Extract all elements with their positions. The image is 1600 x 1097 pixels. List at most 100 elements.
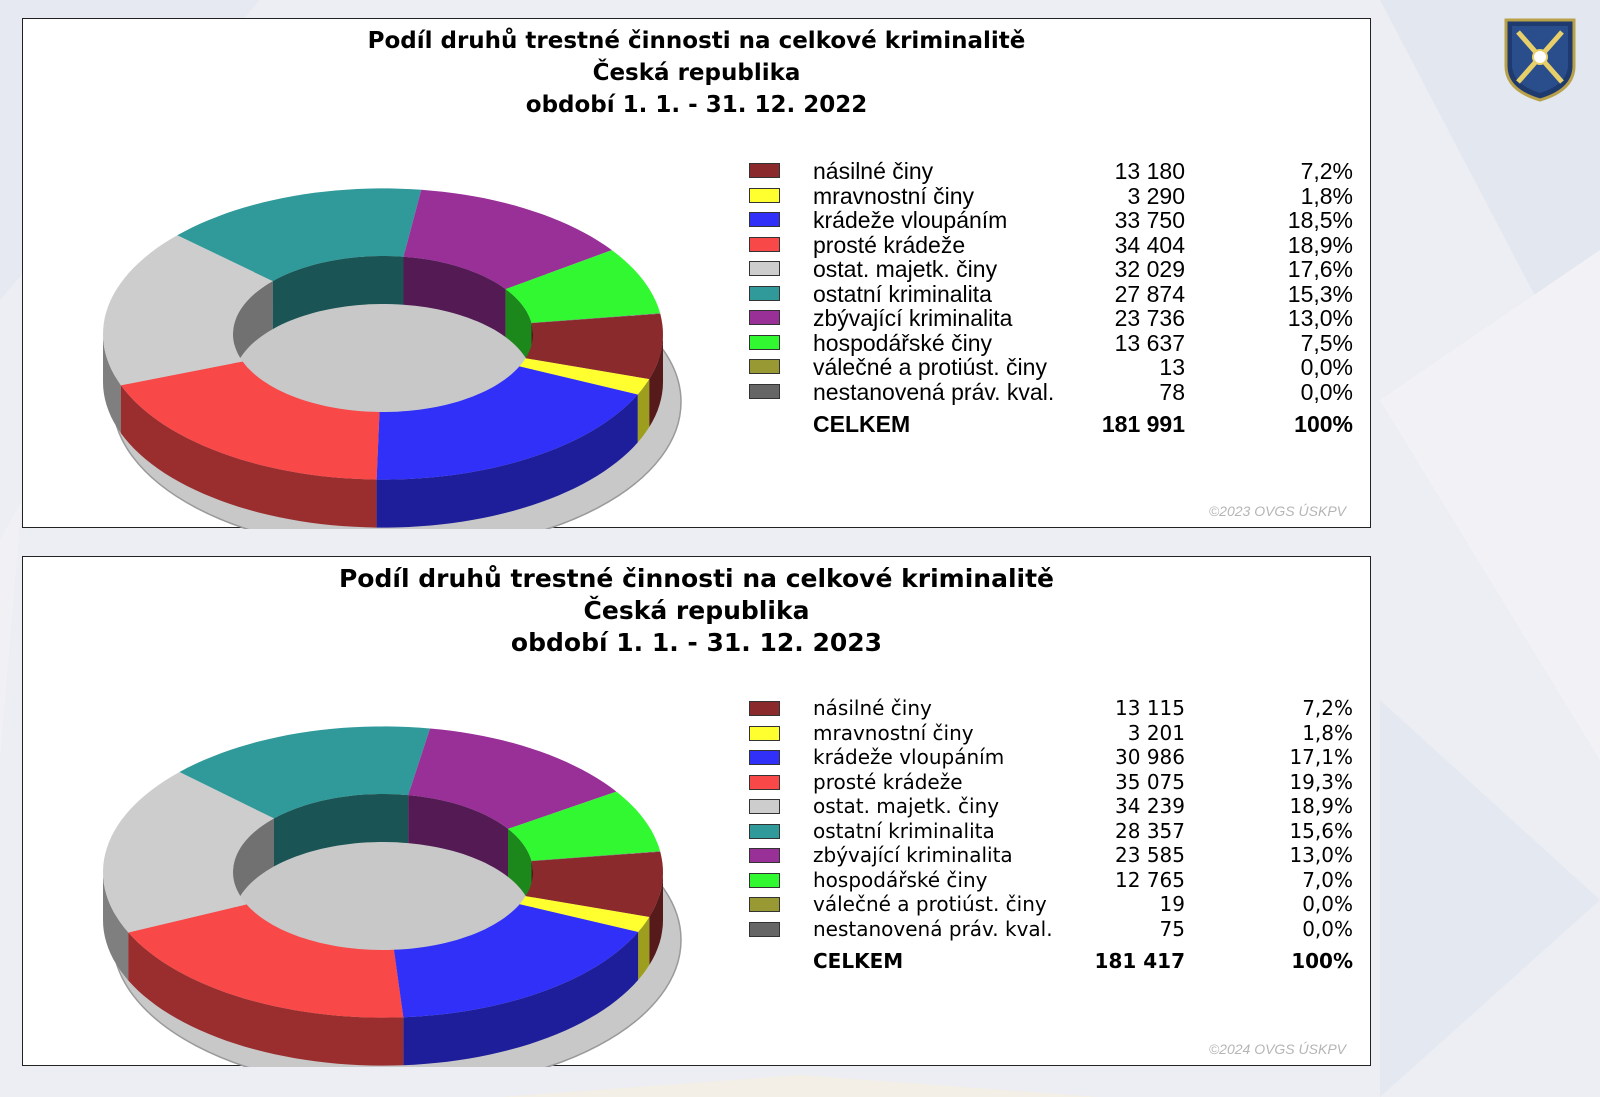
legend-value: 13 — [1159, 354, 1185, 380]
legend-row: ostatní kriminalita 27 874 15,3% — [725, 280, 1365, 307]
slice-7 — [508, 791, 661, 861]
outer-wall-0 — [649, 334, 663, 428]
inner-wall-6 — [403, 256, 506, 338]
inner-wall-4 — [233, 818, 274, 920]
legend-table: násilné činy 13 180 7,2% mravnostní činy 3 2… — [725, 158, 1365, 437]
total-label: CELKEM — [813, 411, 911, 437]
legend-swatch — [749, 334, 780, 350]
legend-total-row: CELKEM 181 991 100% — [725, 411, 1365, 437]
legend-value: 34 404 — [1114, 231, 1185, 258]
legend-value: 27 874 — [1114, 280, 1185, 307]
legend-row: ostat. majetk. činy 34 239 18,9% — [725, 794, 1365, 820]
slice-0 — [525, 313, 663, 380]
legend-value: 35 075 — [1115, 769, 1185, 794]
slice-1 — [519, 358, 650, 395]
legend-percent: 15,6% — [1289, 818, 1353, 843]
legend-value: 33 750 — [1114, 207, 1185, 233]
legend-row: zbývající kriminalita 23 736 13,0% — [725, 305, 1365, 331]
legend-row: ostat. majetk. činy 32 029 17,6% — [725, 256, 1365, 282]
legend-swatch — [749, 701, 780, 716]
outer-wall-1 — [637, 379, 650, 443]
legend-percent: 0,0% — [1300, 378, 1353, 405]
legend-row: válečné a protiúst. činy 19 0,0% — [725, 892, 1365, 918]
slice-3 — [128, 904, 404, 1018]
legend-row: nestanovená práv. kval. 78 0,0% — [725, 378, 1365, 405]
legend-percent: 13,0% — [1287, 305, 1353, 331]
legend-value: 13 637 — [1114, 329, 1185, 356]
legend-label: hospodářské činy — [813, 329, 992, 356]
legend-total-row: CELKEM 181 417 100% — [725, 949, 1365, 975]
inner-wall-5 — [274, 794, 409, 867]
slice-2 — [376, 366, 638, 480]
legend-swatch — [749, 725, 780, 741]
outer-wall-4 — [103, 872, 129, 981]
legend-row: hospodářské činy 12 765 7,0% — [725, 867, 1365, 894]
total-value: 181 417 — [1094, 949, 1185, 973]
legend-percent: 7,2% — [1302, 696, 1353, 720]
legend-value: 13 180 — [1114, 158, 1185, 184]
chart-subtitle: Česká republika — [583, 596, 810, 625]
outer-wall-0 — [649, 872, 663, 965]
legend-percent: 18,5% — [1287, 207, 1353, 233]
legend-value: 3 201 — [1127, 720, 1185, 745]
legend-swatch — [749, 921, 780, 937]
slice-8 — [531, 851, 661, 861]
inner-wall-5 — [272, 256, 404, 330]
total-value: 181 991 — [1101, 411, 1185, 437]
legend-label: zbývající kriminalita — [813, 843, 1013, 867]
outer-wall-3 — [120, 385, 377, 528]
legend-row: hospodářské činy 13 637 7,5% — [725, 329, 1365, 356]
legend-swatch — [749, 359, 780, 374]
chart-title: Podíl druhů trestné činnosti na celkové … — [367, 28, 1026, 54]
slice-6 — [408, 728, 617, 829]
chart-title: Podíl druhů trestné činnosti na celkové … — [338, 564, 1054, 593]
slice-7 — [505, 250, 661, 323]
outer-wall-1 — [638, 917, 650, 980]
slice-5 — [179, 726, 430, 819]
legend-value: 3 290 — [1127, 182, 1185, 209]
chart-panel-2023: Podíl druhů trestné činnosti na celkové … — [22, 556, 1371, 1067]
legend-swatch — [749, 236, 780, 252]
inner-wall-4 — [233, 281, 273, 382]
legend-swatch — [749, 872, 780, 888]
legend-label: zbývající kriminalita — [813, 305, 1013, 331]
legend-value: 23 736 — [1114, 305, 1185, 331]
legend-swatch — [749, 383, 780, 399]
legend-percent: 7,5% — [1300, 329, 1353, 356]
legend-value: 12 765 — [1115, 867, 1185, 892]
legend-swatch — [749, 823, 780, 839]
legend-row: zbývající kriminalita 23 585 13,0% — [725, 843, 1365, 869]
legend-row: krádeže vloupáním 33 750 18,5% — [725, 207, 1365, 233]
legend-label: válečné a protiúst. činy — [813, 354, 1047, 380]
chart-titles: Podíl druhů trestné činnosti na celkové … — [23, 563, 1370, 659]
donut-chart — [103, 726, 682, 1067]
legend-row: nestanovená práv. kval. 75 0,0% — [725, 916, 1365, 943]
slice-4 — [103, 235, 273, 386]
legend-percent: 0,0% — [1302, 916, 1353, 941]
legend-label: mravnostní činy — [813, 182, 975, 209]
legend-swatch — [749, 774, 780, 790]
legend-percent: 13,0% — [1289, 843, 1353, 867]
legend-swatch — [749, 285, 780, 301]
legend-swatch — [749, 163, 780, 178]
chart-subtitle: Česká republika — [592, 60, 801, 86]
legend-value: 78 — [1159, 378, 1185, 405]
legend-value: 19 — [1159, 892, 1185, 916]
legend-row: násilné činy 13 115 7,2% — [725, 696, 1365, 722]
legend-row: ostatní kriminalita 28 357 15,6% — [725, 818, 1365, 845]
slice-9 — [531, 313, 661, 324]
legend-label: násilné činy — [813, 158, 934, 184]
inner-wall-6 — [408, 795, 508, 877]
legend-swatch — [749, 261, 780, 276]
legend-swatch — [749, 310, 780, 325]
inner-wall-7 — [508, 828, 532, 909]
legend-label: válečné a protiúst. činy — [813, 892, 1047, 916]
legend-percent: 17,6% — [1287, 256, 1353, 282]
legend-swatch — [749, 187, 780, 203]
outer-wall-4 — [103, 334, 121, 434]
legend-percent: 0,0% — [1302, 892, 1353, 916]
legend-label: násilné činy — [813, 696, 932, 720]
legend-value: 75 — [1159, 916, 1185, 941]
legend-percent: 18,9% — [1287, 231, 1353, 258]
legend-table: násilné činy 13 115 7,2% mravnostní činy 3 2… — [725, 696, 1365, 975]
